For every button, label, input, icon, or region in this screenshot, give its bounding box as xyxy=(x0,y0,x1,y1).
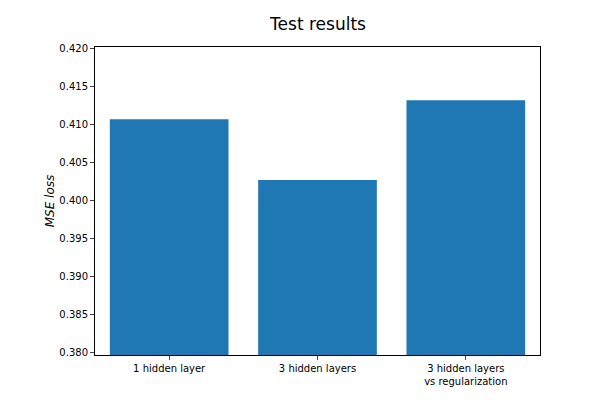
svg-text:3 hidden layersvs regularizati: 3 hidden layersvs regularization xyxy=(424,363,507,387)
svg-text:0.390: 0.390 xyxy=(59,271,88,282)
svg-text:Test results: Test results xyxy=(269,14,366,34)
svg-text:3 hidden layers: 3 hidden layers xyxy=(279,363,356,374)
svg-text:0.395: 0.395 xyxy=(59,233,88,244)
svg-text:0.380: 0.380 xyxy=(59,347,88,358)
svg-text:0.410: 0.410 xyxy=(59,119,88,130)
svg-text:1 hidden layer: 1 hidden layer xyxy=(133,363,206,374)
svg-text:0.405: 0.405 xyxy=(59,157,88,168)
svg-text:0.385: 0.385 xyxy=(59,309,88,320)
svg-text:0.400: 0.400 xyxy=(59,195,88,206)
svg-text:0.420: 0.420 xyxy=(59,43,88,54)
svg-text:0.415: 0.415 xyxy=(59,81,88,92)
svg-text:MSE loss: MSE loss xyxy=(43,175,57,228)
